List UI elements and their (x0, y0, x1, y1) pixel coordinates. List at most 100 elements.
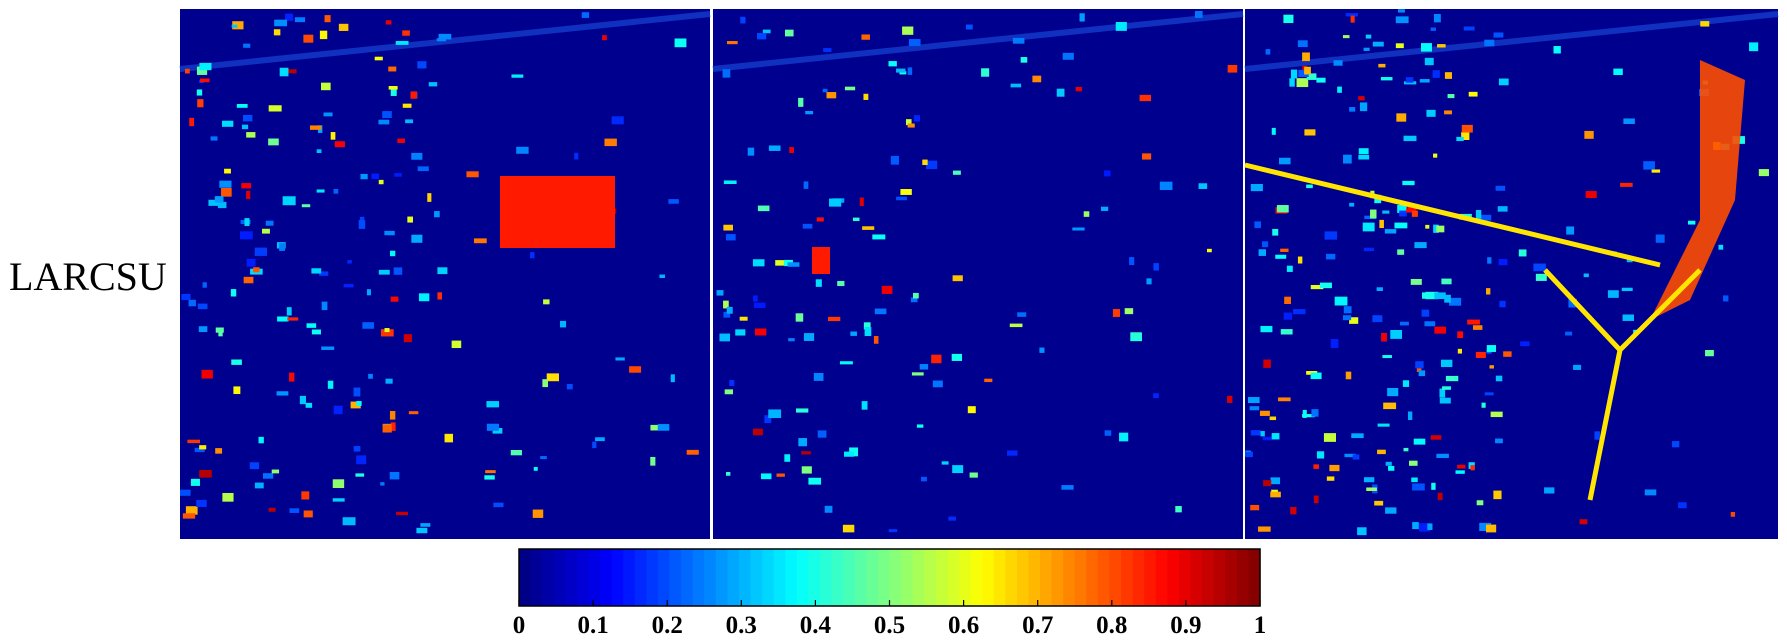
map-speckle (916, 424, 924, 428)
map-speckle (1499, 300, 1506, 308)
map-speckle (1544, 487, 1555, 494)
map-speckle (1306, 73, 1317, 80)
map-speckle (187, 439, 201, 444)
map-speckle (1270, 477, 1281, 485)
map-speckle (1399, 321, 1409, 326)
map-speckle (1455, 470, 1465, 474)
map-speckle (752, 259, 765, 267)
map-speckle (356, 455, 367, 465)
map-speckle (319, 30, 328, 40)
map-speckle (1009, 323, 1023, 328)
map-speckle (905, 119, 912, 126)
colorbar-step (681, 549, 694, 606)
map-speckle (1387, 387, 1399, 397)
map-speckle (236, 103, 248, 108)
map-speckle (1297, 256, 1303, 264)
map-speckle (874, 308, 887, 315)
map-speckle (842, 524, 855, 533)
map-speckle (197, 99, 204, 108)
map-speckle (385, 20, 392, 25)
map-speckle (753, 295, 758, 302)
map-speckle (1398, 9, 1405, 13)
map-speckle (1302, 414, 1315, 418)
map-speckle (1383, 402, 1397, 410)
map-speckle (327, 380, 334, 389)
map-speckle (217, 201, 227, 209)
map-speckle (1142, 153, 1152, 160)
map-speckle (402, 103, 412, 108)
map-speckle (232, 21, 244, 30)
map-hotspot (1650, 60, 1745, 320)
map-speckle (334, 141, 345, 148)
colorbar-step (738, 549, 752, 606)
map-speckle (784, 454, 791, 462)
map-speckle (1130, 332, 1142, 342)
colorbar-tick-label: 0.8 (1096, 612, 1127, 639)
map-speckle (1723, 295, 1729, 302)
map-speckle (190, 478, 200, 486)
map-speckle (719, 333, 731, 342)
map-speckle (1007, 450, 1018, 456)
map-speckle (1286, 265, 1293, 272)
map-speckle (338, 23, 349, 31)
map-speckle (1463, 26, 1475, 31)
map-speckle (1430, 27, 1436, 31)
map-speckle (775, 260, 788, 266)
map-speckle (1337, 86, 1342, 93)
colorbar-step (1016, 549, 1030, 606)
map-speckle (1374, 500, 1384, 506)
map-speckle (410, 91, 418, 99)
colorbar-step (1225, 549, 1238, 606)
colorbar-step (935, 549, 948, 606)
colorbar-tick-label: 0 (513, 612, 526, 639)
map-speckle (239, 231, 253, 240)
map-speckle (1687, 220, 1696, 225)
map-speckle (185, 506, 198, 515)
colorbar-step (970, 549, 983, 606)
map-speckle (371, 173, 380, 180)
map-speckle (1424, 321, 1436, 327)
map-speckle (210, 136, 218, 141)
map-speckle (208, 199, 221, 206)
map-speckle (311, 329, 321, 335)
map-speckle (888, 529, 898, 533)
map-speckle (1381, 332, 1387, 342)
map-speckle (1366, 487, 1377, 492)
colorbar-step (1121, 549, 1134, 606)
colorbar-step (519, 549, 532, 606)
map-speckle (1518, 249, 1527, 257)
map-speckle (1495, 375, 1503, 382)
map-speckle (1313, 464, 1319, 469)
map-speckle (242, 114, 253, 122)
map-speckle (289, 508, 300, 513)
map-speckle (913, 115, 921, 122)
map-speckle (861, 401, 868, 410)
map-speckle (350, 401, 361, 409)
colorbar-step (634, 549, 647, 606)
map-speckle (273, 29, 281, 36)
map-speckle (760, 473, 772, 480)
map-speckle (516, 146, 529, 154)
map-speckle (747, 147, 755, 156)
map-speckle (1010, 83, 1022, 88)
map-speckle (1350, 15, 1355, 23)
colorbar-step (877, 549, 891, 606)
map-speckle (1444, 72, 1452, 79)
map-speckle (1444, 294, 1451, 303)
map-speckle (798, 97, 804, 107)
colorbar-tick-label: 0.7 (1022, 612, 1053, 639)
map-speckle (581, 12, 590, 18)
map-speckle (244, 218, 250, 227)
map-speckle (1497, 206, 1508, 212)
map-speckle (1419, 79, 1430, 83)
map-speckle (657, 424, 670, 431)
map-speckle (1437, 492, 1443, 501)
map-speckle (864, 327, 872, 337)
map-speckle (899, 71, 907, 75)
map-speckle (378, 269, 390, 275)
map-speckle (214, 196, 224, 203)
map-speckle (1280, 248, 1289, 252)
map-speckle (1377, 449, 1386, 455)
colorbar-step (1028, 549, 1041, 606)
